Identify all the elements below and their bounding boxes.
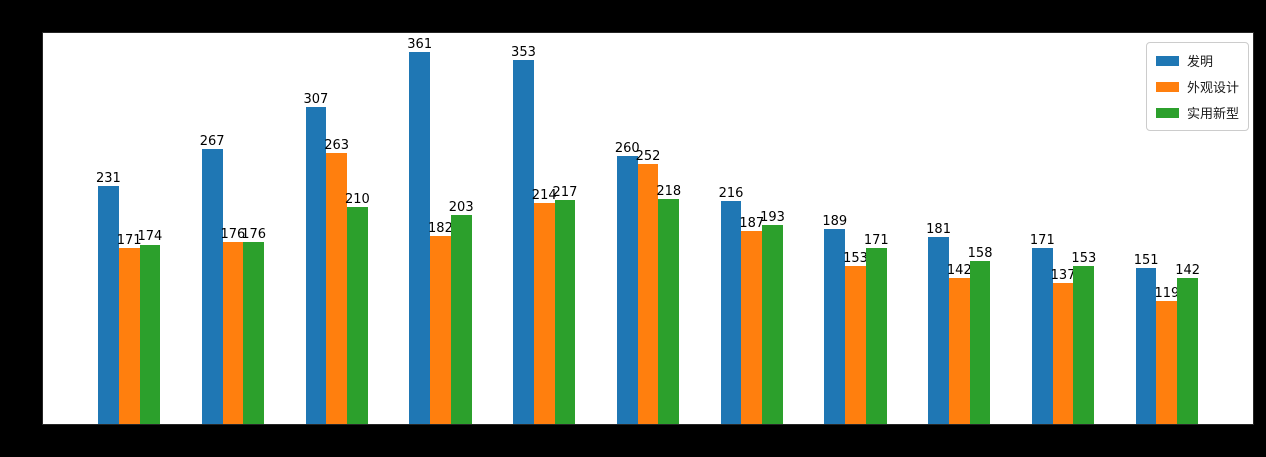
bar-series2-group6: [637, 164, 659, 424]
legend-item-2: 外观设计: [1155, 77, 1239, 96]
bar-series1-group10: [1031, 247, 1053, 424]
bar-value-label: 142: [946, 262, 972, 278]
bar-series3-group5: [554, 200, 576, 424]
legend-swatch-icon: [1155, 107, 1179, 118]
bar-value-label: 361: [407, 36, 433, 52]
bar-value-label: 231: [95, 170, 121, 186]
bar-series3-group4: [450, 214, 472, 424]
bar-series3-group2: [243, 242, 265, 424]
bar-series3-group9: [969, 261, 991, 424]
bar-value-label: 217: [552, 185, 578, 201]
bar-value-label: 142: [1175, 262, 1201, 278]
bar-series2-group1: [118, 247, 140, 424]
bar-value-label: 151: [1133, 253, 1159, 269]
bar-series2-group4: [430, 236, 451, 424]
bar-series1-group1: [98, 185, 119, 424]
bar-series1-group11: [1135, 268, 1157, 424]
bar-value-label: 171: [863, 232, 889, 248]
bar-value-label: 263: [324, 137, 350, 153]
bar-value-label: 203: [448, 199, 474, 215]
bar-value-label: 176: [241, 227, 267, 243]
bar-value-label: 171: [116, 232, 142, 248]
bar-value-label: 153: [843, 251, 868, 267]
bar-series3-group11: [1177, 277, 1198, 424]
bar-series1-group4: [409, 51, 431, 424]
bar-value-label: 158: [967, 246, 993, 261]
plot-area: 231 267 307 361 353 260 216 189 181 171 151 171 176 2…: [42, 32, 1254, 425]
legend-swatch-icon: [1155, 55, 1179, 66]
legend-label: 外观设计: [1186, 81, 1239, 96]
legend-swatch-icon: [1155, 81, 1179, 92]
bar-series2-group3: [326, 152, 348, 424]
bar-value-label: 137: [1050, 267, 1076, 283]
bar-series1-group5: [513, 59, 534, 424]
bar-value-label: 181: [926, 222, 951, 238]
bar-value-label: 216: [718, 186, 744, 202]
bar-value-label: 174: [137, 229, 163, 245]
legend-item-3: 实用新型: [1155, 103, 1239, 122]
bar-value-label: 267: [199, 133, 225, 149]
bar-value-label: 176: [220, 227, 246, 243]
bar-series1-group8: [824, 229, 846, 424]
bar-value-label: 171: [1029, 232, 1055, 248]
bar-series2-group10: [1052, 282, 1074, 424]
bar-series2-group9: [948, 277, 970, 424]
bar-series3-group10: [1073, 266, 1095, 424]
legend: 发明外观设计实用新型: [1145, 42, 1249, 131]
bar-series2-group2: [222, 242, 244, 424]
bar-series2-group11: [1156, 301, 1178, 424]
bar-value-label: 193: [760, 209, 785, 225]
bar-value-label: 353: [511, 44, 536, 60]
bar-series1-group3: [305, 107, 327, 424]
bar-series1-group2: [201, 148, 223, 424]
bar-series2-group5: [533, 203, 555, 424]
bar-series2-group8: [845, 266, 866, 424]
bar-value-label: 260: [614, 140, 640, 156]
bar-series3-group1: [139, 244, 161, 424]
legend-label: 实用新型: [1186, 107, 1239, 122]
bar-value-label: 119: [1154, 286, 1180, 302]
bar-series1-group6: [616, 155, 638, 424]
bar-value-label: 252: [635, 149, 661, 165]
legend-item-1: 发明: [1155, 51, 1239, 70]
bar-value-label: 214: [531, 188, 557, 204]
bar-value-label: 218: [656, 184, 682, 200]
bar-value-label: 210: [345, 192, 370, 208]
bar-series3-group6: [658, 199, 680, 424]
bar-value-label: 153: [1071, 251, 1097, 267]
bar-series2-group7: [741, 231, 763, 424]
bar-value-label: 182: [428, 221, 453, 237]
bar-series1-group7: [720, 201, 742, 424]
bar-series3-group3: [347, 207, 368, 424]
bar-series3-group7: [762, 224, 783, 424]
bar-series3-group8: [865, 247, 887, 424]
bar-value-label: 189: [822, 214, 848, 230]
legend-label: 发明: [1186, 55, 1213, 70]
bar-value-label: 307: [303, 92, 329, 108]
bar-value-label: 187: [739, 216, 765, 232]
bar-series1-group9: [928, 237, 949, 424]
